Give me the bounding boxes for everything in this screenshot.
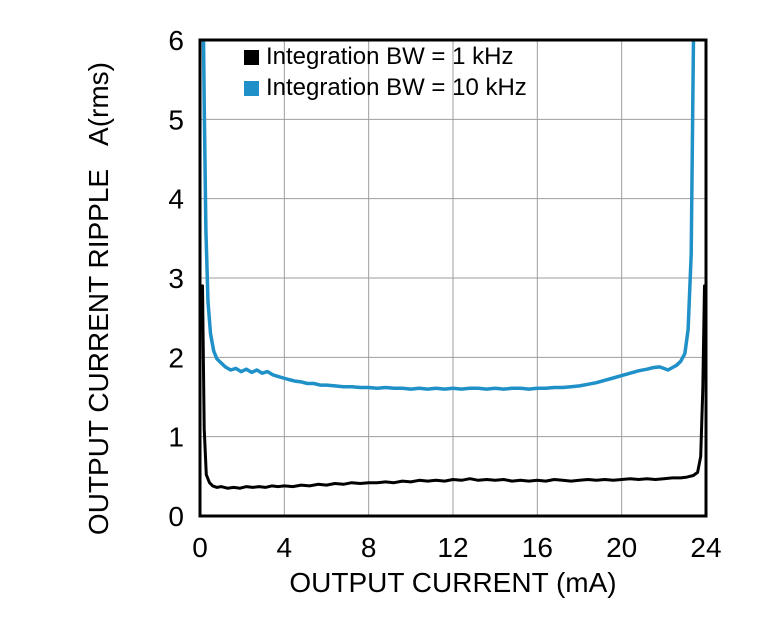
x-tick-label: 16 — [522, 532, 553, 563]
y-tick-label: 3 — [168, 263, 184, 294]
grid-lines — [200, 40, 706, 516]
x-tick-label: 0 — [192, 532, 208, 563]
y-tick-label: 1 — [168, 422, 184, 453]
y-tick-label: 6 — [168, 25, 184, 56]
series-line-1 — [201, 40, 696, 391]
x-axis-title: OUTPUT CURRENT (mA) — [289, 567, 616, 598]
x-tick-label: 8 — [361, 532, 377, 563]
y-tick-labels: 0 1 2 3 4 5 6 — [168, 25, 184, 532]
x-tick-labels: 0 4 8 12 16 20 24 — [192, 532, 721, 563]
x-tick-label: 4 — [277, 532, 293, 563]
legend-label-0: Integration BW = 1 kHz — [266, 43, 513, 70]
y-tick-label: 2 — [168, 342, 184, 373]
y-tick-label: 4 — [168, 184, 184, 215]
plot-frame — [198, 38, 708, 518]
series-line-0 — [201, 284, 706, 490]
x-tick-label: 24 — [690, 532, 721, 563]
y-tick-label: 0 — [168, 501, 184, 532]
legend-swatch-0 — [244, 50, 259, 65]
series-lines — [201, 40, 706, 490]
legend: Integration BW = 1 kHz Integration BW = 1… — [244, 43, 527, 101]
x-tick-label: 12 — [437, 532, 468, 563]
legend-label-1: Integration BW = 10 kHz — [266, 74, 527, 101]
y-tick-label: 5 — [168, 104, 184, 135]
legend-swatch-1 — [244, 81, 259, 96]
y-axis-units: A(rms) — [83, 62, 114, 146]
y-axis-title: OUTPUT CURRENT RIPPLE — [83, 169, 114, 535]
x-tick-label: 20 — [606, 532, 637, 563]
